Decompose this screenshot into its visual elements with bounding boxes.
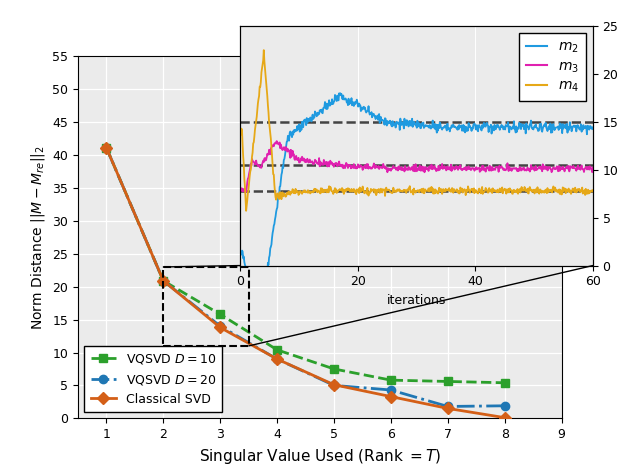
VQSVD $D = 10$ xyxy=(330,366,338,372)
VQSVD $D = 20$ xyxy=(444,404,452,409)
VQSVD $D = 20$ xyxy=(160,278,167,283)
VQSVD $D = 10$ xyxy=(273,347,281,352)
Legend: VQSVD $D = 10$, VQSVD $D = 20$, Classical SVD: VQSVD $D = 10$, VQSVD $D = 20$, Classica… xyxy=(84,346,222,412)
VQSVD $D = 10$ xyxy=(160,278,167,283)
Classical SVD xyxy=(387,394,394,399)
VQSVD $D = 10$ xyxy=(103,145,110,151)
VQSVD $D = 20$ xyxy=(103,145,110,151)
Classical SVD xyxy=(501,415,509,421)
Bar xyxy=(163,267,249,346)
Classical SVD xyxy=(273,356,281,362)
Line: Classical SVD: Classical SVD xyxy=(102,144,509,422)
VQSVD $D = 20$ xyxy=(501,403,509,408)
VQSVD $D = 10$ xyxy=(217,312,224,317)
Y-axis label: Norm Distance $||M - M_{re}||_2$: Norm Distance $||M - M_{re}||_2$ xyxy=(29,145,47,330)
Classical SVD xyxy=(330,382,338,388)
Classical SVD xyxy=(217,325,224,330)
Classical SVD xyxy=(103,145,110,151)
X-axis label: Singular Value Used (Rank $= T$): Singular Value Used (Rank $= T$) xyxy=(198,446,441,466)
Line: VQSVD $D = 10$: VQSVD $D = 10$ xyxy=(102,144,509,387)
Line: VQSVD $D = 20$: VQSVD $D = 20$ xyxy=(102,144,509,411)
VQSVD $D = 10$ xyxy=(444,379,452,384)
Legend: $m_2$, $m_3$, $m_4$: $m_2$, $m_3$, $m_4$ xyxy=(519,33,586,101)
Classical SVD xyxy=(444,406,452,411)
VQSVD $D = 10$ xyxy=(387,377,394,383)
VQSVD $D = 20$ xyxy=(330,383,338,388)
VQSVD $D = 10$ xyxy=(501,380,509,385)
VQSVD $D = 20$ xyxy=(273,356,281,362)
VQSVD $D = 20$ xyxy=(217,323,224,329)
VQSVD $D = 20$ xyxy=(387,387,394,393)
Classical SVD xyxy=(160,278,167,283)
X-axis label: iterations: iterations xyxy=(387,294,446,307)
